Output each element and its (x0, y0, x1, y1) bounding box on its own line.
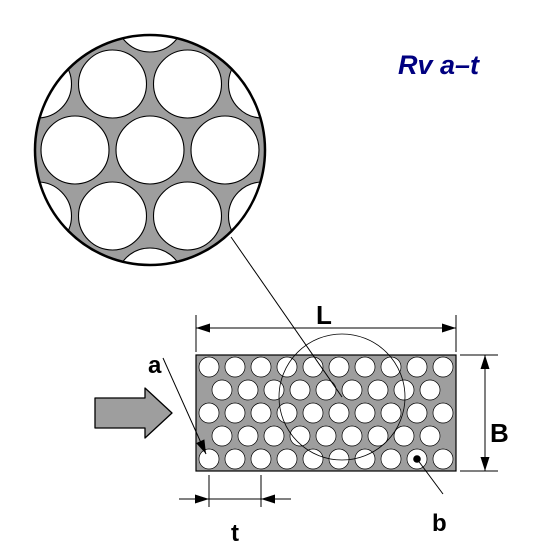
dim-label-t: t (231, 520, 239, 548)
formula-title: Rv a–t (398, 50, 479, 81)
dim-label-b: b (432, 510, 447, 538)
dim-label-a: a (148, 352, 161, 380)
dim-label-B: B (490, 418, 509, 449)
diagram-canvas (0, 0, 550, 550)
dim-label-L: L (316, 300, 332, 331)
